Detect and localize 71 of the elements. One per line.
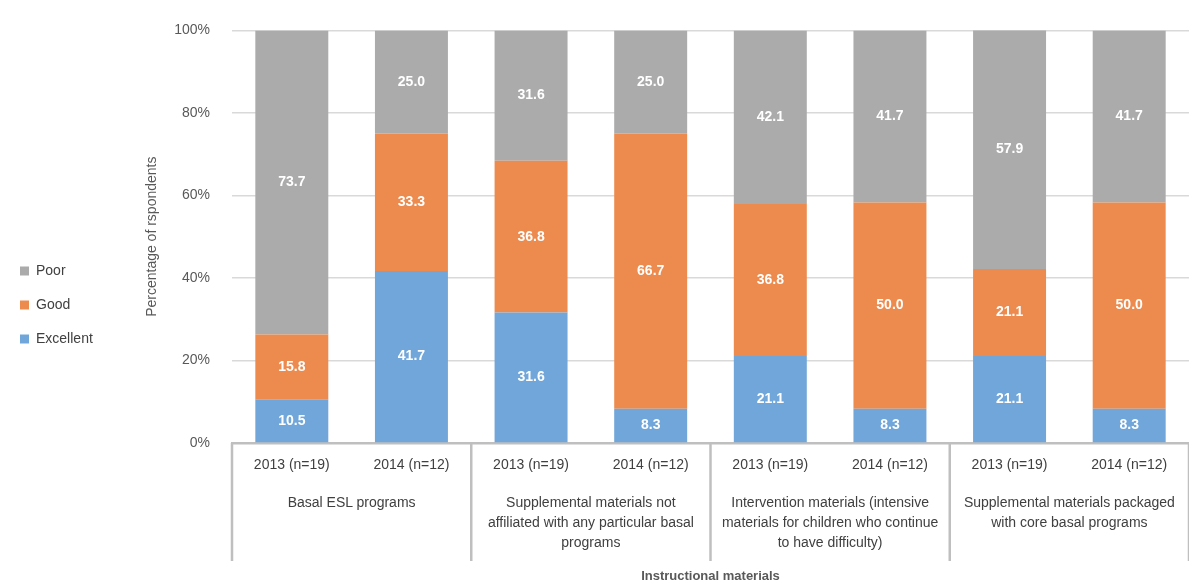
- data-label: 41.7: [1115, 107, 1144, 124]
- data-label: 25.0: [637, 72, 665, 89]
- x-tick-label: 2014 (n=12): [1091, 456, 1168, 473]
- data-label: 41.7: [397, 347, 426, 364]
- bar: [255, 334, 329, 400]
- data-label: 8.3: [640, 416, 661, 433]
- y-tick-label: 20%: [181, 351, 210, 368]
- bar: [255, 30, 329, 335]
- y-tick-label: 100%: [174, 21, 210, 38]
- data-label: 50.0: [876, 296, 904, 313]
- data-label: 41.7: [876, 107, 904, 124]
- data-label: 15.8: [278, 357, 306, 374]
- bar: [1092, 30, 1166, 203]
- text: Basal ESL programs: [287, 493, 416, 510]
- data-label: 57.9: [995, 140, 1024, 157]
- data-label: 36.8: [517, 227, 545, 244]
- text: Intervention materials (intensive materials for children who continue to have difficulty): [721, 493, 939, 550]
- data-label: 21.1: [756, 389, 785, 406]
- x-tick-label: 2014 (n=12): [612, 456, 689, 473]
- bar: [374, 270, 448, 443]
- data-label: 10.5: [278, 411, 306, 428]
- y-tick-label: 40%: [181, 268, 210, 285]
- data-label: 8.3: [880, 416, 900, 433]
- bar: [614, 133, 688, 409]
- data-label: 31.6: [517, 368, 545, 385]
- x-tick-label: 2014 (n=12): [851, 456, 928, 473]
- y-tick-label: 80%: [181, 103, 210, 120]
- bar: [733, 30, 807, 205]
- x-tick-label: 2014 (n=12): [373, 456, 450, 473]
- data-label: 66.7: [637, 262, 665, 279]
- bar: [494, 312, 568, 443]
- bar: [733, 204, 807, 356]
- x-tick-label: 2013 (n=19): [253, 456, 330, 473]
- x-tick-label: 2013 (n=19): [493, 456, 570, 473]
- bar: [374, 133, 448, 271]
- text: Instructional materials: [641, 567, 780, 583]
- data-label: 21.1: [995, 389, 1024, 406]
- x-tick-label: 2013 (n=19): [732, 456, 809, 473]
- bar: [1092, 408, 1166, 443]
- legend-label: Good: [36, 295, 71, 312]
- data-label: 42.1: [756, 108, 785, 125]
- data-label: 21.1: [995, 303, 1024, 320]
- data-label: 25.0: [397, 72, 426, 89]
- bar: [494, 160, 568, 313]
- data-label: 50.0: [1115, 296, 1144, 313]
- data-label: 31.6: [517, 86, 545, 103]
- bar: [374, 30, 448, 134]
- text: Supplemental materials not affiliated with any particular basal programs: [487, 493, 694, 550]
- legend-label: Poor: [36, 261, 66, 278]
- y-axis-title: Percentage of rspondents: [143, 156, 160, 317]
- bar: [1092, 202, 1166, 409]
- data-label: 33.3: [397, 193, 426, 210]
- data-label: 73.7: [278, 173, 306, 190]
- y-tick-label: 60%: [181, 186, 210, 203]
- legend-label: Excellent: [36, 329, 93, 346]
- bar: [973, 355, 1047, 443]
- y-tick-label: 0%: [189, 433, 210, 450]
- bar: [494, 30, 568, 161]
- data-label: 36.8: [756, 270, 785, 287]
- bar: [853, 30, 927, 203]
- bar: [853, 408, 927, 443]
- bar: [973, 268, 1047, 356]
- bar: [255, 399, 329, 443]
- bar: [614, 30, 688, 134]
- bar: [973, 30, 1047, 269]
- text: Supplemental materials packaged with core basal programs: [963, 493, 1175, 530]
- x-tick-label: 2013 (n=19): [971, 456, 1048, 473]
- bar: [733, 355, 807, 443]
- bar: [853, 202, 927, 409]
- bar: [614, 408, 688, 443]
- data-label: 8.3: [1119, 416, 1140, 433]
